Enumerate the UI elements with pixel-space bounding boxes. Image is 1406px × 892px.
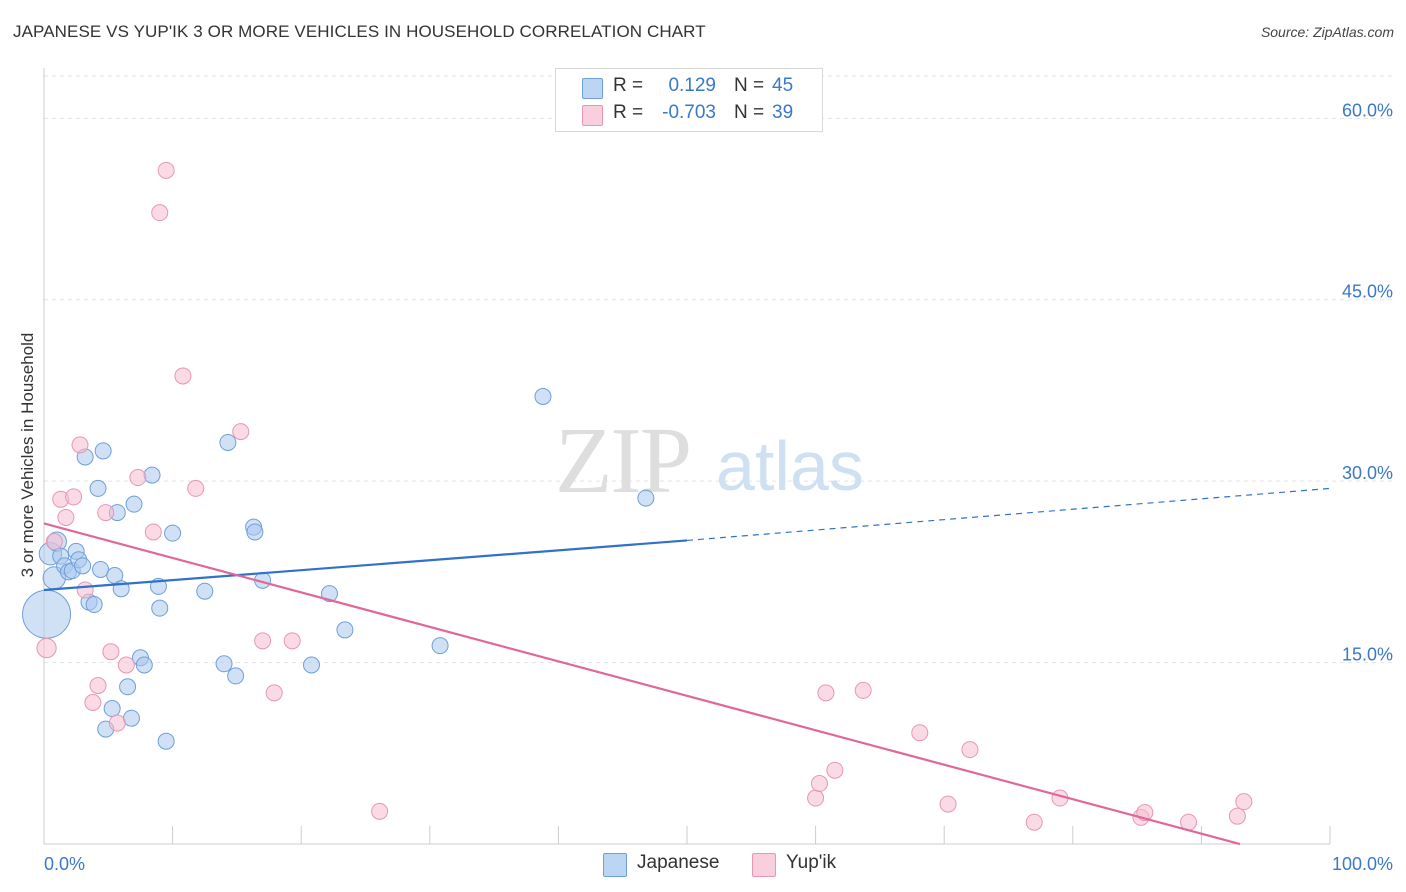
- japanese-point: [227, 667, 245, 685]
- yupik-point: [265, 684, 283, 702]
- japanese-point: [246, 523, 264, 541]
- japanese-point: [336, 621, 354, 639]
- y-tick-label: 60.0%: [1342, 100, 1393, 120]
- yupik-point: [854, 681, 872, 699]
- japanese-point: [320, 585, 338, 603]
- yupik-point: [817, 684, 835, 702]
- legend-swatch-yupik: [582, 105, 603, 126]
- japanese-point: [94, 442, 112, 460]
- yupik-point: [1025, 813, 1043, 831]
- yupik-point: [84, 693, 102, 711]
- yupik-point: [117, 656, 135, 674]
- japanese-point: [22, 589, 72, 639]
- yupik-point: [807, 789, 825, 807]
- bottom-legend-swatch-yupik: [752, 853, 776, 877]
- japanese-trend-extension: [686, 487, 1331, 542]
- yupik-point: [144, 523, 162, 541]
- japanese-trend-line: [43, 539, 688, 592]
- x-tick-label: 100.0%: [1332, 854, 1393, 874]
- yupik-point: [810, 775, 828, 793]
- japanese-point: [164, 524, 182, 542]
- japanese-point: [92, 560, 110, 578]
- yupik-point: [939, 795, 957, 813]
- yupik-point: [151, 204, 169, 222]
- japanese-point: [103, 700, 121, 718]
- x-tick-label: 0.0%: [44, 854, 85, 874]
- chart-title: JAPANESE VS YUP'IK 3 OR MORE VEHICLES IN…: [13, 22, 706, 41]
- japanese-point: [89, 479, 107, 497]
- yupik-point: [36, 637, 57, 659]
- yupik-point: [76, 581, 94, 599]
- watermark-zip: ZIP: [555, 409, 690, 513]
- japanese-point: [431, 637, 449, 655]
- yupik-point: [108, 714, 126, 732]
- japanese-point: [135, 656, 153, 674]
- japanese-point: [151, 599, 169, 617]
- japanese-point: [74, 557, 92, 575]
- yupik-point: [174, 367, 192, 385]
- yupik-point: [45, 533, 63, 551]
- yupik-point: [65, 488, 83, 506]
- yupik-trend-line: [43, 522, 1241, 846]
- axes: [43, 68, 1331, 845]
- yupik-point: [826, 761, 844, 779]
- japanese-point: [122, 709, 140, 727]
- bottom-legend-swatch-japanese: [603, 853, 627, 877]
- bottom-legend-label: Japanese: [637, 852, 720, 873]
- y-axis-label: 3 or more Vehicles in Household: [18, 333, 37, 578]
- yupik-point: [911, 724, 929, 742]
- trend-lines: [43, 487, 1331, 846]
- legend-r-value: 0.129: [668, 75, 716, 96]
- legend-swatch-japanese: [582, 78, 603, 99]
- japanese-point: [215, 655, 233, 673]
- watermark-atlas: atlas: [716, 427, 864, 505]
- y-tick-label: 30.0%: [1342, 463, 1393, 483]
- japanese-point: [534, 388, 552, 406]
- japanese-point: [143, 466, 161, 484]
- bottom-legend-label: Yup'ik: [786, 852, 837, 873]
- legend-r-value: -0.703: [662, 102, 716, 123]
- japanese-point: [302, 656, 320, 674]
- tick-labels: 15.0% 30.0% 45.0% 60.0% 0.0% 100.0%: [44, 100, 1393, 874]
- japanese-point: [157, 732, 175, 750]
- yupik-point: [71, 436, 89, 454]
- y-tick-label: 45.0%: [1342, 282, 1393, 302]
- legend-n-label: N =: [734, 102, 765, 123]
- yupik-point: [102, 643, 120, 661]
- yupik-point: [129, 469, 147, 487]
- yupik-point: [232, 423, 250, 441]
- yupik-point: [254, 632, 272, 650]
- legend-n-value: 45: [772, 75, 794, 96]
- yupik-point: [57, 508, 75, 526]
- yupik-point: [89, 677, 107, 695]
- legend-r-label: R =: [613, 102, 644, 123]
- yupik-point: [283, 632, 301, 650]
- yupik-point: [97, 504, 115, 522]
- yupik-point: [371, 802, 389, 820]
- japanese-point: [85, 596, 103, 614]
- yupik-point: [157, 161, 175, 179]
- yupik-point: [187, 479, 205, 497]
- stats-legend: R = 0.129 N = 45 R = -0.703 N = 39: [555, 68, 823, 132]
- yupik-point: [961, 741, 979, 759]
- legend-r-label: R =: [613, 75, 644, 96]
- japanese-point: [119, 678, 137, 696]
- japanese-point: [219, 433, 237, 451]
- legend-n-label: N =: [734, 75, 765, 96]
- yupik-point: [1228, 807, 1246, 825]
- japanese-point: [125, 495, 143, 513]
- y-tick-label: 15.0%: [1342, 645, 1393, 665]
- watermark: ZIP atlas: [555, 409, 864, 513]
- source-credit: Source: ZipAtlas.com: [1260, 24, 1394, 40]
- yupik-point: [1235, 793, 1253, 811]
- japanese-point: [637, 489, 655, 507]
- japanese-point: [196, 582, 214, 600]
- legend-n-value: 39: [772, 102, 794, 123]
